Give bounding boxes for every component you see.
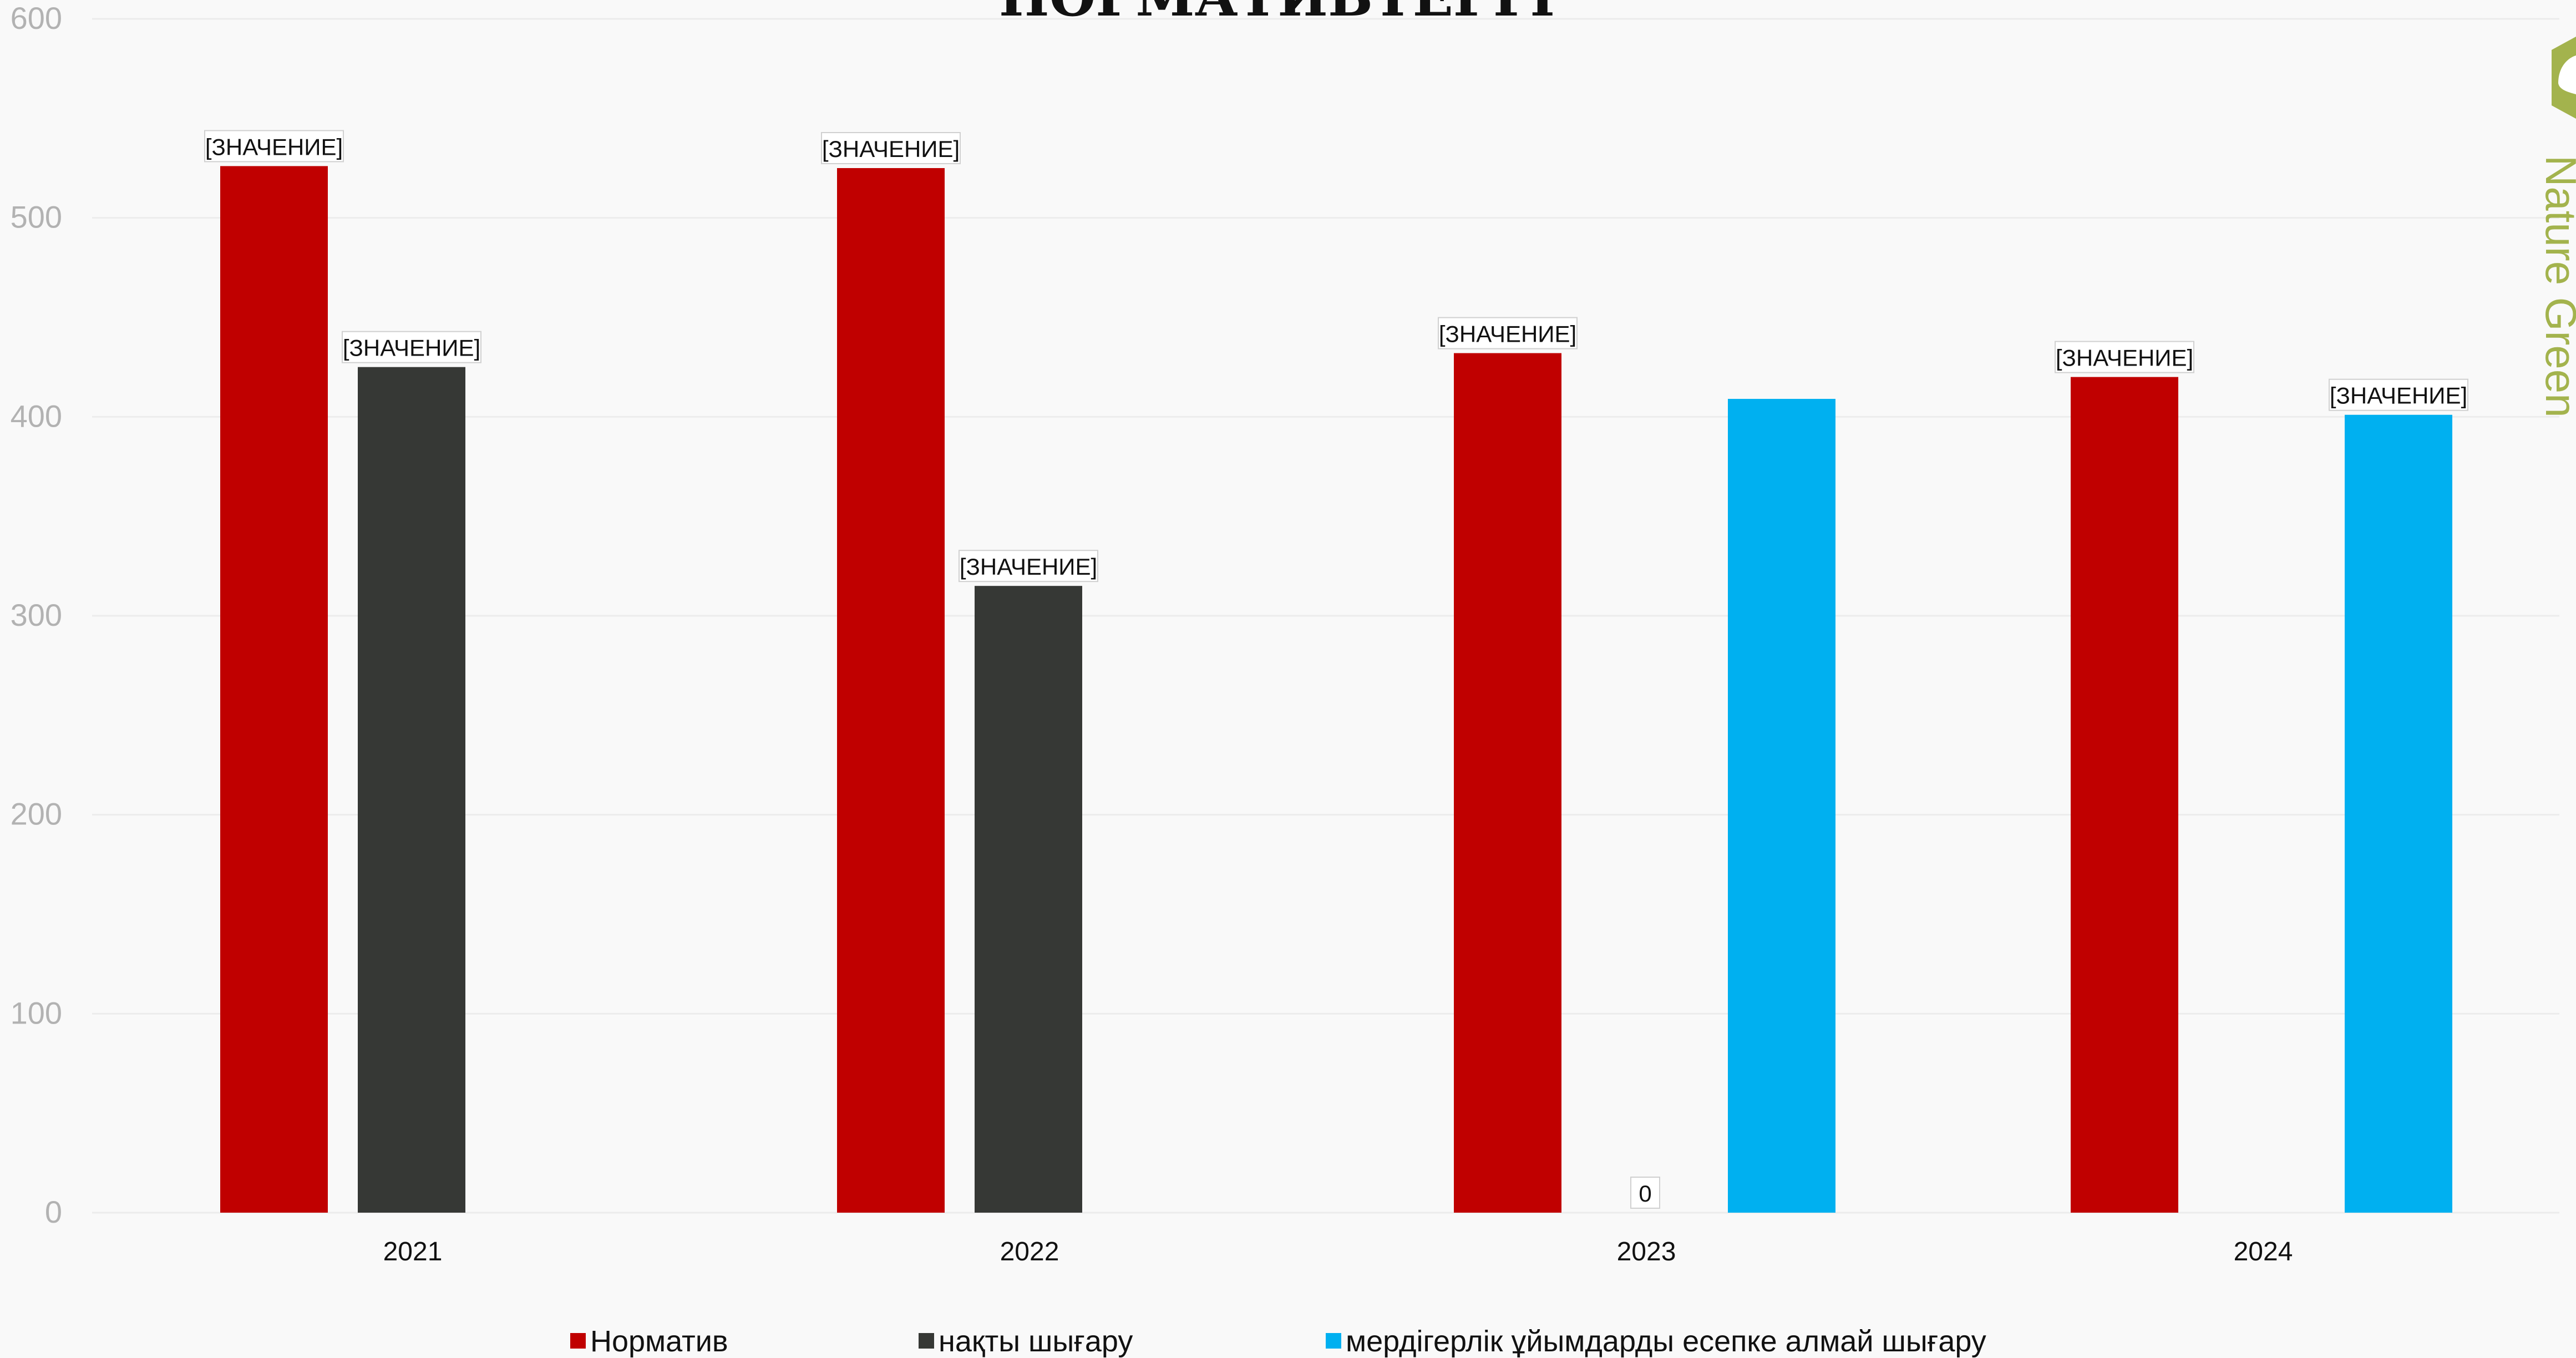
data-label: [ЗНАЧЕНИЕ] — [2056, 345, 2193, 371]
data-label: [ЗНАЧЕНИЕ] — [2330, 383, 2467, 409]
data-label-box — [1438, 317, 1578, 349]
leaf-icon — [2558, 55, 2576, 94]
y-tick-label: 200 — [11, 797, 62, 832]
y-tick-label: 300 — [11, 597, 62, 632]
nature-green-logo: Nature Green — [2537, 37, 2576, 418]
data-label: [ЗНАЧЕНИЕ] — [960, 554, 1097, 580]
data-label-box — [959, 550, 1098, 582]
bar — [1728, 399, 1835, 1213]
legend[interactable]: Норматив нақты шығару мердігерлік ұйымдард… — [570, 1325, 1986, 1358]
legend-swatch — [1326, 1333, 1341, 1349]
x-tick-label: 2023 — [1617, 1237, 1676, 1266]
x-tick-label: 2024 — [2234, 1237, 2293, 1266]
x-axis: 2021 2022 2023 2024 — [383, 1237, 2293, 1266]
y-tick-label: 500 — [11, 200, 62, 235]
data-label: 0 — [1639, 1180, 1651, 1207]
y-tick-label: 0 — [45, 1194, 62, 1229]
bars — [220, 166, 2452, 1213]
y-tick-label: 600 — [11, 1, 62, 36]
legend-swatch — [570, 1333, 586, 1349]
bar — [2071, 377, 2178, 1213]
y-tick-label: 100 — [11, 995, 62, 1030]
legend-swatch — [919, 1333, 934, 1349]
data-label-box — [2055, 341, 2194, 373]
legend-label[interactable]: мердігерлік ұйымдарды есепке алмай шығар… — [1346, 1325, 1986, 1358]
data-label-box — [1630, 1177, 1660, 1209]
bar — [358, 367, 465, 1213]
gridlines — [92, 18, 2559, 1214]
data-label: [ЗНАЧЕНИЕ] — [343, 335, 480, 361]
data-label-box — [342, 331, 481, 363]
data-label: [ЗНАЧЕНИЕ] — [822, 136, 960, 162]
legend-label[interactable]: Норматив — [590, 1325, 728, 1358]
chart-title: НОРМАТИВТЕРГІ — [999, 0, 1555, 28]
bar — [220, 166, 328, 1213]
data-label-box — [2329, 378, 2468, 411]
bar — [837, 168, 945, 1213]
legend-label[interactable]: нақты шығару — [939, 1325, 1133, 1358]
y-tick-label: 400 — [11, 398, 62, 433]
data-label-box — [821, 132, 961, 164]
data-label: [ЗНАЧЕНИЕ] — [205, 134, 343, 160]
bar — [1454, 353, 1561, 1213]
data-label-box — [204, 130, 344, 163]
x-tick-label: 2022 — [1000, 1237, 1059, 1266]
y-axis: 0 100 200 300 400 500 600 — [11, 1, 62, 1229]
bar — [975, 586, 1082, 1213]
data-labels: [ЗНАЧЕНИЕ] [ЗНАЧЕНИЕ] [ЗНАЧЕНИЕ] [ЗНАЧЕНИЕ]… — [204, 130, 2468, 1209]
data-label: [ЗНАЧЕНИЕ] — [1439, 321, 1576, 347]
bar — [2345, 414, 2452, 1213]
x-tick-label: 2021 — [383, 1237, 443, 1266]
brand-name: Nature Green — [2537, 155, 2576, 418]
